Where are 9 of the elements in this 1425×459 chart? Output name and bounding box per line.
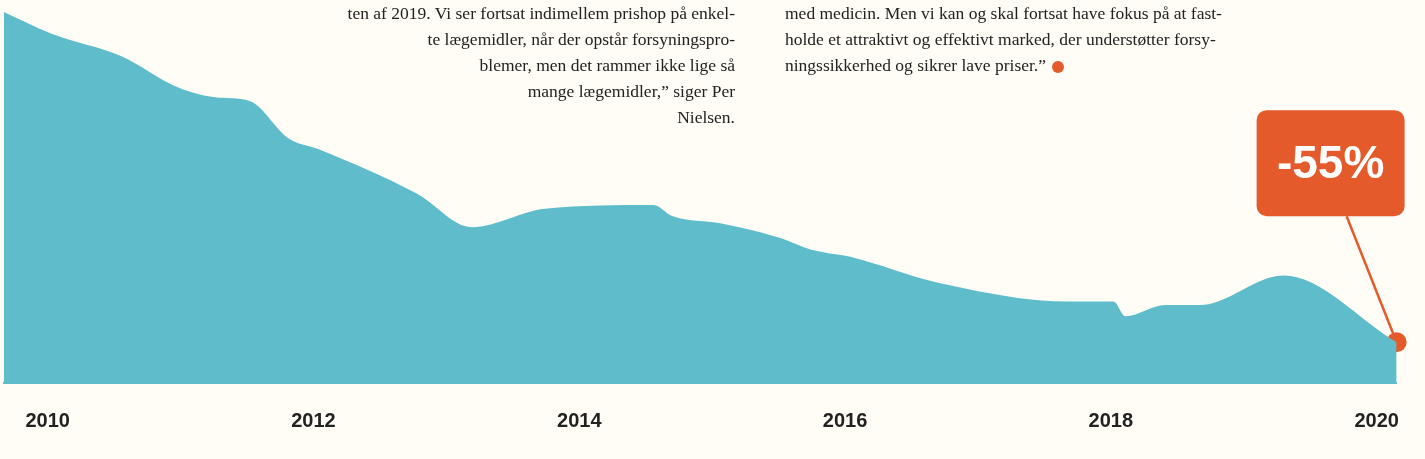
x-tick-label: 2012 bbox=[291, 408, 336, 431]
x-tick-label: 2018 bbox=[1088, 408, 1134, 431]
annotation: ten af 2019. Vi ser fortsat indimellem prishop på enkel- te lægemidler, når der opstår forsyningspro- blemer, men det rammer ikke lige så mange lægemidler,” siger Per Nielsen. bbox=[347, 3, 735, 127]
annotation: med medicin. Men vi kan og skal fortsat have fokus på at fast- holde et attraktivt og effektivt marked, der understøtter forsy- ningssikkerhed og sikrer lave priser.” bbox=[785, 3, 1222, 75]
x-tick-label: 2014 bbox=[557, 408, 603, 431]
x-tick-label: 2020 bbox=[1354, 408, 1399, 431]
x-tick-label: 2010 bbox=[25, 408, 70, 431]
x-tick-label: 2016 bbox=[822, 408, 868, 431]
annotation: -55% bbox=[1276, 135, 1385, 188]
